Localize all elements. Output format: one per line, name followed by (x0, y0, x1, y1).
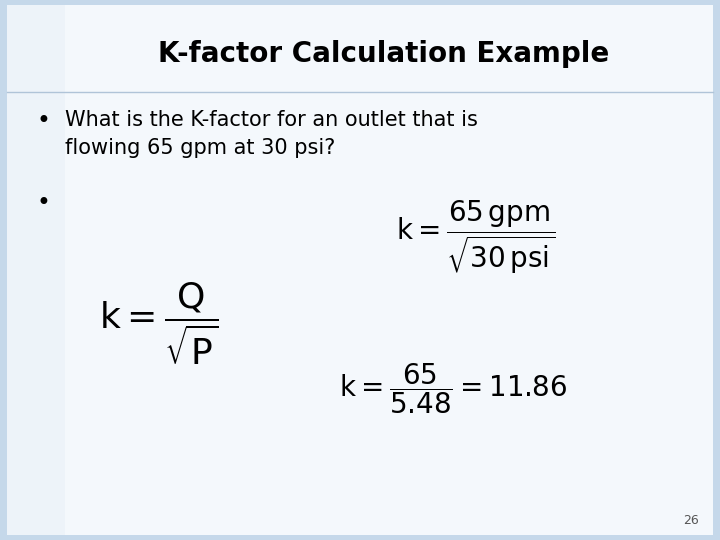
Text: •: • (36, 110, 50, 133)
Text: flowing 65 gpm at 30 psi?: flowing 65 gpm at 30 psi? (65, 138, 336, 159)
Text: 26: 26 (683, 514, 698, 526)
Text: $\mathsf{k} = \dfrac{\mathsf{Q}}{\sqrt{\mathsf{P}}}$: $\mathsf{k} = \dfrac{\mathsf{Q}}{\sqrt{\… (99, 281, 218, 367)
FancyBboxPatch shape (7, 5, 65, 535)
FancyBboxPatch shape (7, 5, 713, 535)
Text: K-factor Calculation Example: K-factor Calculation Example (158, 40, 610, 68)
Text: $\mathsf{k} = \dfrac{65}{5.48} = 11.86$: $\mathsf{k} = \dfrac{65}{5.48} = 11.86$ (339, 361, 568, 416)
Text: What is the K-factor for an outlet that is: What is the K-factor for an outlet that … (65, 110, 477, 130)
Text: $\mathsf{k} = \dfrac{65\,\mathsf{gpm}}{\sqrt{30\,\mathsf{psi}}}$: $\mathsf{k} = \dfrac{65\,\mathsf{gpm}}{\… (396, 199, 554, 276)
Text: •: • (36, 191, 50, 214)
